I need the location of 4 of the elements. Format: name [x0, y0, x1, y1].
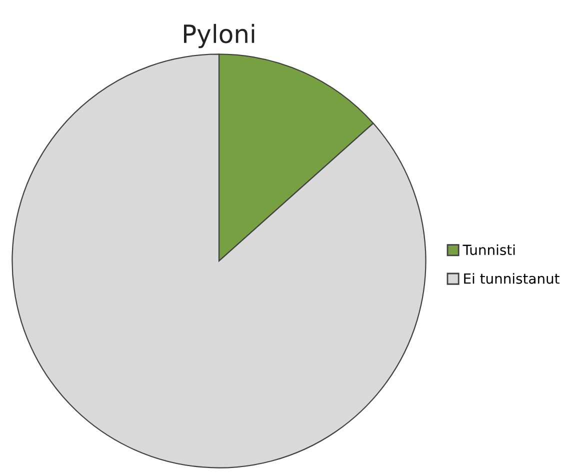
legend-label: Ei tunnistanut: [464, 273, 560, 284]
pie-slice: [12, 54, 426, 468]
chart-title: Pyloni: [184, 24, 254, 48]
legend-label: Tunnisti: [462, 244, 515, 256]
